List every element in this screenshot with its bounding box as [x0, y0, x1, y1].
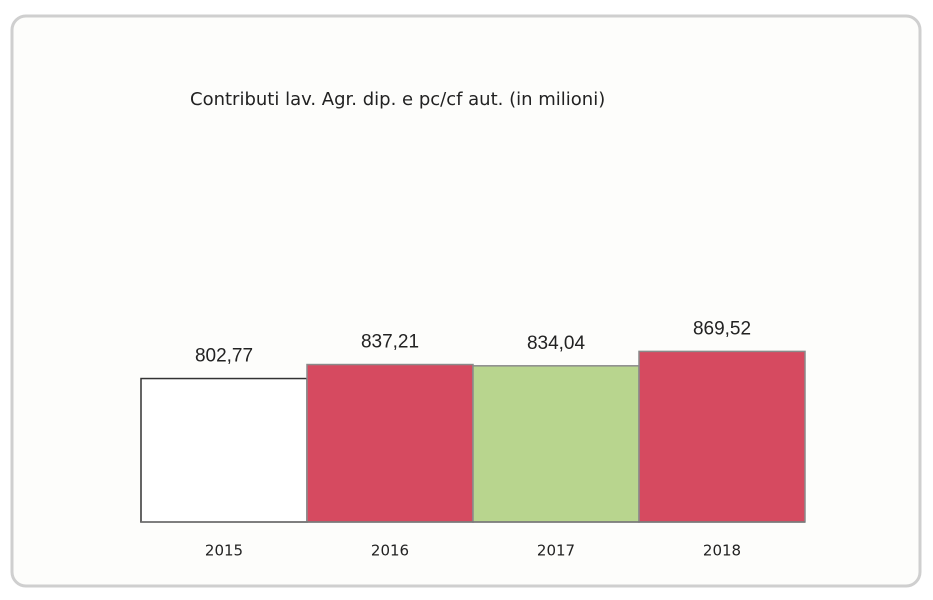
x-tick-label: 2017: [537, 542, 575, 560]
value-label: 802,77: [195, 346, 253, 367]
bar: [472, 365, 640, 523]
x-tick-label: 2015: [205, 542, 243, 560]
x-tick-label: 2016: [371, 542, 409, 560]
value-label: 837,21: [361, 332, 419, 353]
value-label: 869,52: [693, 318, 751, 339]
bar: [140, 377, 308, 523]
chart-title: Contributi lav. Agr. dip. e pc/cf aut. (…: [190, 89, 605, 110]
bar: [638, 350, 806, 523]
value-label: 834,04: [527, 333, 586, 354]
x-tick-label: 2018: [703, 542, 741, 560]
bar: [306, 363, 474, 523]
